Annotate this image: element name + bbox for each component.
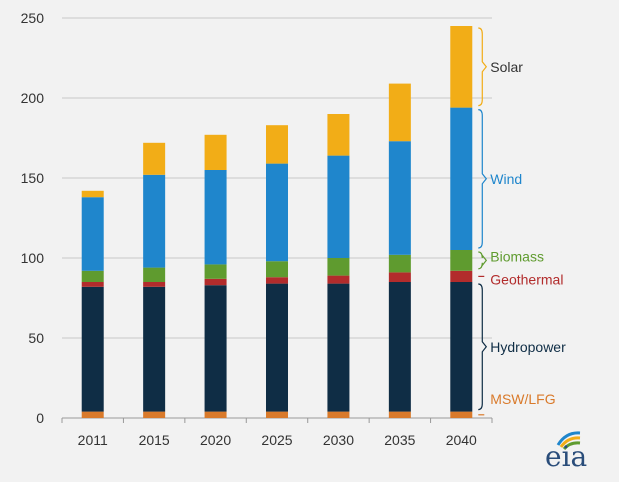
- bar-segment-solar: [266, 125, 288, 164]
- bar-segment-msw-lfg: [143, 411, 166, 418]
- bar-segment-biomass: [266, 261, 288, 278]
- bar-segment-wind: [266, 163, 288, 262]
- bar-segment-hydropower: [450, 282, 473, 412]
- eia-logo: eia: [545, 431, 587, 473]
- x-tick-label: 2011: [78, 432, 108, 448]
- legend-label: Hydropower: [490, 339, 566, 355]
- bar-segment-wind: [450, 107, 473, 250]
- bar-segment-hydropower: [204, 285, 227, 412]
- bar-segment-biomass: [143, 267, 166, 282]
- axes: 0 50 100 150 200 250 2011 2015 2020 2025 2030 2035 2…: [21, 10, 493, 448]
- legend-label: Solar: [490, 59, 523, 75]
- y-tick-label: 150: [21, 170, 45, 186]
- bar-segment-solar: [450, 26, 473, 108]
- bar-segment-msw-lfg: [388, 411, 411, 418]
- x-tick-label: 2035: [384, 432, 415, 448]
- legend-label: Biomass: [490, 248, 544, 264]
- bar-segment-msw-lfg: [327, 411, 350, 418]
- legend-label: Wind: [490, 171, 522, 187]
- bar-segment-msw-lfg: [204, 411, 227, 418]
- legend-label: Geothermal: [490, 271, 563, 287]
- y-tick-label: 0: [36, 410, 44, 426]
- legend-bracket: [478, 251, 488, 270]
- bar-segment-biomass: [388, 254, 411, 273]
- bar-segment-msw-lfg: [266, 411, 288, 418]
- eia-logo-arcs-icon: [556, 431, 581, 451]
- bar-segment-biomass: [450, 250, 473, 271]
- x-tick-label: 2025: [261, 432, 292, 448]
- x-tick-label: 2040: [446, 432, 477, 448]
- bar-segment-wind: [143, 174, 166, 268]
- legend: Solar Wind Biomass Geothermal Hydropower MSW/…: [478, 27, 566, 416]
- bar-segment-wind: [81, 197, 104, 271]
- bar-segment-biomass: [327, 258, 350, 276]
- bar-segment-hydropower: [143, 286, 166, 412]
- bar-segment-geothermal: [266, 277, 288, 284]
- bar-segment-biomass: [204, 264, 227, 279]
- bar-segment-geothermal: [143, 282, 166, 287]
- legend-bracket: [478, 27, 488, 107]
- bar-segment-hydropower: [388, 282, 411, 412]
- bar-segment-biomass: [81, 270, 104, 282]
- y-tick-label: 250: [21, 10, 45, 26]
- y-tick-label: 100: [21, 250, 45, 266]
- legend-label: MSW/LFG: [490, 391, 555, 407]
- bar-segment-msw-lfg: [450, 411, 473, 418]
- x-tick-label: 2020: [200, 432, 231, 448]
- bar-segment-msw-lfg: [81, 411, 104, 418]
- bar-segment-hydropower: [81, 286, 104, 412]
- bar-segment-geothermal: [204, 278, 227, 286]
- bar-segment-solar: [388, 83, 411, 142]
- bars: [81, 26, 473, 418]
- bar-segment-geothermal: [327, 275, 350, 284]
- legend-bracket: [478, 283, 488, 411]
- logo-text: eia: [545, 440, 587, 473]
- bar-segment-solar: [204, 134, 227, 170]
- bar-segment-geothermal: [450, 270, 473, 282]
- x-tick-label: 2030: [323, 432, 354, 448]
- bar-segment-solar: [327, 114, 350, 156]
- bar-segment-wind: [388, 141, 411, 255]
- bar-segment-hydropower: [266, 283, 288, 412]
- bar-segment-solar: [81, 190, 104, 198]
- bar-segment-geothermal: [81, 282, 104, 287]
- y-tick-label: 200: [21, 90, 45, 106]
- bar-segment-solar: [143, 142, 166, 175]
- bar-segment-wind: [327, 155, 350, 258]
- x-tick-label: 2015: [139, 432, 170, 448]
- legend-bracket: [478, 109, 488, 249]
- bar-segment-geothermal: [388, 272, 411, 282]
- bar-segment-wind: [204, 170, 227, 265]
- bar-segment-hydropower: [327, 283, 350, 412]
- y-tick-label: 50: [28, 330, 44, 346]
